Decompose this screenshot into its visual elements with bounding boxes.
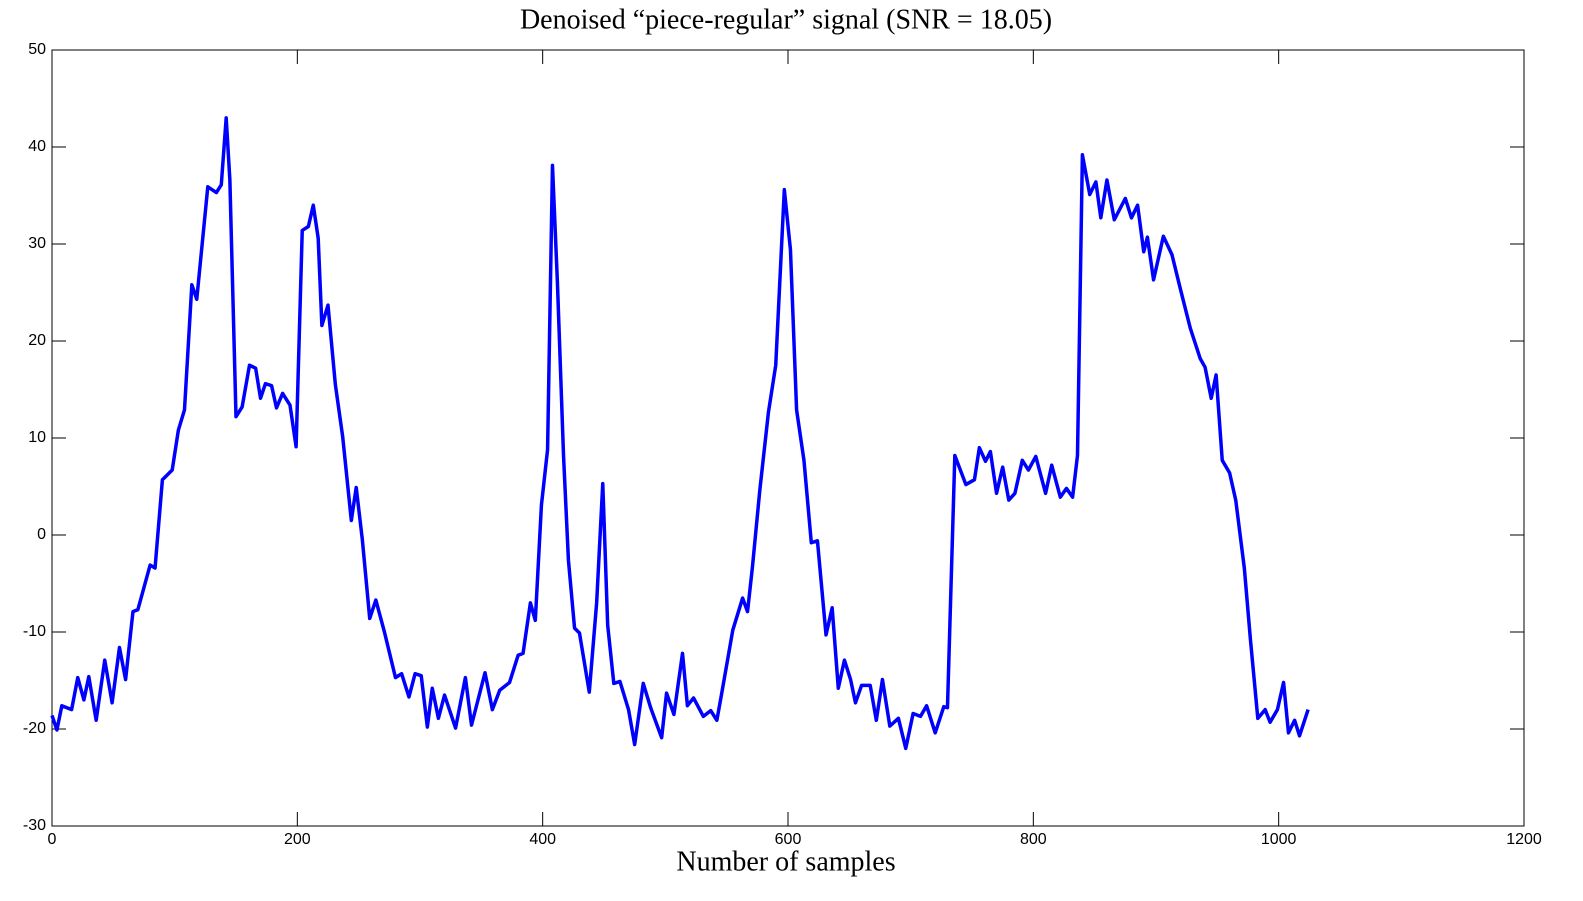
x-tick-label: 0 [48,831,57,848]
x-tick-label: 800 [1020,831,1047,848]
chart-title: Denoised “piece-regular” signal (SNR = 1… [520,4,1052,35]
x-tick-label: 400 [529,831,556,848]
y-tick-label: 20 [28,332,46,349]
y-tick-label: 0 [37,526,46,543]
x-tick-label: 200 [284,831,311,848]
x-tick-label: 1200 [1506,831,1542,848]
y-tick-label: 30 [28,235,46,252]
y-tick-label: -20 [23,720,46,737]
x-tick-label: 1000 [1261,831,1297,848]
x-axis-label: Number of samples [676,846,895,877]
y-tick-label: -10 [23,623,46,640]
y-tick-label: 10 [28,429,46,446]
y-tick-label: 40 [28,138,46,155]
y-tick-label: -30 [23,817,46,834]
x-tick-label: 600 [775,831,802,848]
signal-line [50,116,1310,751]
plot-frame [51,49,1525,827]
y-tick-label: 50 [28,41,46,58]
